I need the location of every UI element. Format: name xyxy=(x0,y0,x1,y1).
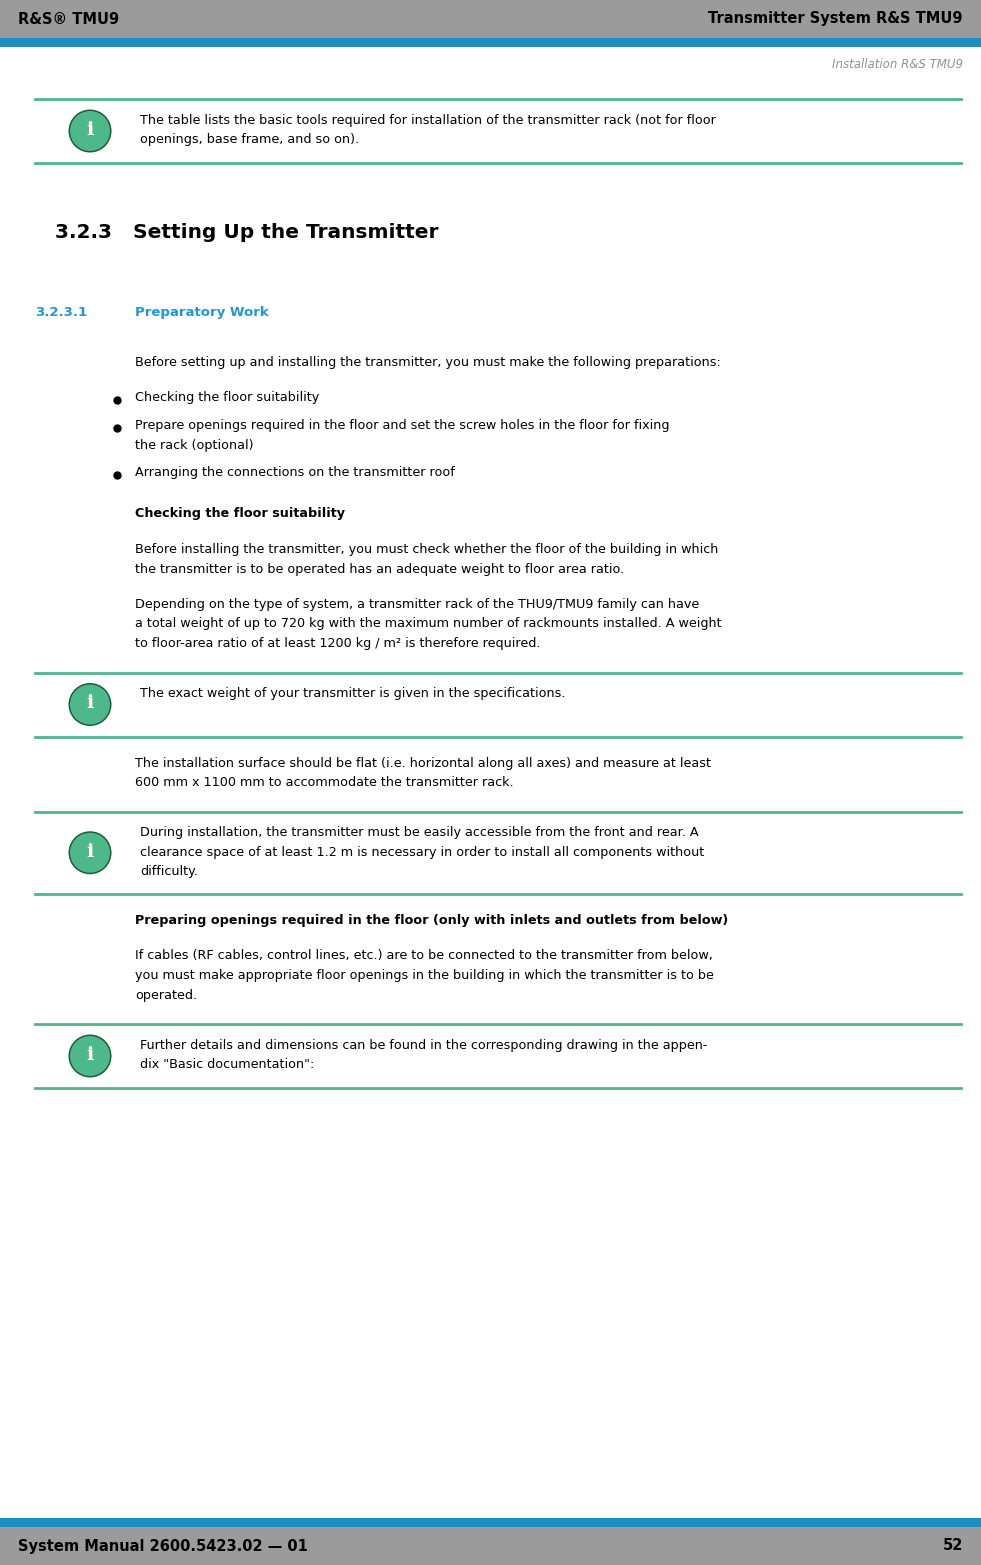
Text: Before setting up and installing the transmitter, you must make the following pr: Before setting up and installing the tra… xyxy=(135,355,721,369)
Bar xyxy=(0,0,981,38)
Text: difficulty.: difficulty. xyxy=(140,865,198,878)
Circle shape xyxy=(70,684,110,725)
Circle shape xyxy=(69,831,112,875)
Bar xyxy=(0,38,981,47)
Text: the transmitter is to be operated has an adequate weight to floor area ratio.: the transmitter is to be operated has an… xyxy=(135,562,624,576)
Text: During installation, the transmitter must be easily accessible from the front an: During installation, the transmitter mus… xyxy=(140,826,698,839)
Circle shape xyxy=(69,1034,112,1077)
Text: i: i xyxy=(86,695,94,712)
Text: Prepare openings required in the floor and set the screw holes in the floor for : Prepare openings required in the floor a… xyxy=(135,419,669,432)
Text: Installation R&S TMU9: Installation R&S TMU9 xyxy=(832,58,963,70)
Text: Arranging the connections on the transmitter roof: Arranging the connections on the transmi… xyxy=(135,466,455,479)
Circle shape xyxy=(69,110,112,152)
Text: Transmitter System R&S TMU9: Transmitter System R&S TMU9 xyxy=(708,11,963,27)
Text: The table lists the basic tools required for installation of the transmitter rac: The table lists the basic tools required… xyxy=(140,114,716,127)
Circle shape xyxy=(70,833,110,873)
Text: Depending on the type of system, a transmitter rack of the THU9/TMU9 family can : Depending on the type of system, a trans… xyxy=(135,598,699,610)
Text: i: i xyxy=(86,1045,94,1064)
Bar xyxy=(0,1527,981,1565)
Text: the rack (optional): the rack (optional) xyxy=(135,438,253,451)
Circle shape xyxy=(69,682,112,726)
Text: Preparatory Work: Preparatory Work xyxy=(135,307,269,319)
Text: Preparing openings required in the floor (only with inlets and outlets from belo: Preparing openings required in the floor… xyxy=(135,914,728,926)
Text: Before installing the transmitter, you must check whether the floor of the build: Before installing the transmitter, you m… xyxy=(135,543,718,556)
Text: i: i xyxy=(86,842,94,861)
Circle shape xyxy=(70,111,110,150)
Text: you must make appropriate floor openings in the building in which the transmitte: you must make appropriate floor openings… xyxy=(135,969,714,981)
Text: 3.2.3   Setting Up the Transmitter: 3.2.3 Setting Up the Transmitter xyxy=(55,222,439,243)
Text: to floor-area ratio of at least 1200 kg / m² is therefore required.: to floor-area ratio of at least 1200 kg … xyxy=(135,637,541,649)
Text: 600 mm x 1100 mm to accommodate the transmitter rack.: 600 mm x 1100 mm to accommodate the tran… xyxy=(135,776,514,789)
Text: 52: 52 xyxy=(943,1538,963,1554)
Text: R&S® TMU9: R&S® TMU9 xyxy=(18,11,119,27)
Text: Further details and dimensions can be found in the corresponding drawing in the : Further details and dimensions can be fo… xyxy=(140,1039,707,1052)
Text: Checking the floor suitability: Checking the floor suitability xyxy=(135,507,345,521)
Circle shape xyxy=(70,1036,110,1077)
Text: 3.2.3.1: 3.2.3.1 xyxy=(35,307,87,319)
Text: dix "Basic documentation":: dix "Basic documentation": xyxy=(140,1058,314,1072)
Text: Checking the floor suitability: Checking the floor suitability xyxy=(135,391,319,404)
Text: clearance space of at least 1.2 m is necessary in order to install all component: clearance space of at least 1.2 m is nec… xyxy=(140,847,704,859)
Text: i: i xyxy=(86,121,94,139)
Text: The exact weight of your transmitter is given in the specifications.: The exact weight of your transmitter is … xyxy=(140,687,565,701)
Text: openings, base frame, and so on).: openings, base frame, and so on). xyxy=(140,133,359,147)
Text: operated.: operated. xyxy=(135,989,197,1002)
Text: The installation surface should be flat (i.e. horizontal along all axes) and mea: The installation surface should be flat … xyxy=(135,756,711,770)
Text: a total weight of up to 720 kg with the maximum number of rackmounts installed. : a total weight of up to 720 kg with the … xyxy=(135,618,722,631)
Text: System Manual 2600.5423.02 — 01: System Manual 2600.5423.02 — 01 xyxy=(18,1538,308,1554)
Text: If cables (RF cables, control lines, etc.) are to be connected to the transmitte: If cables (RF cables, control lines, etc… xyxy=(135,950,713,962)
Bar xyxy=(0,1518,981,1527)
